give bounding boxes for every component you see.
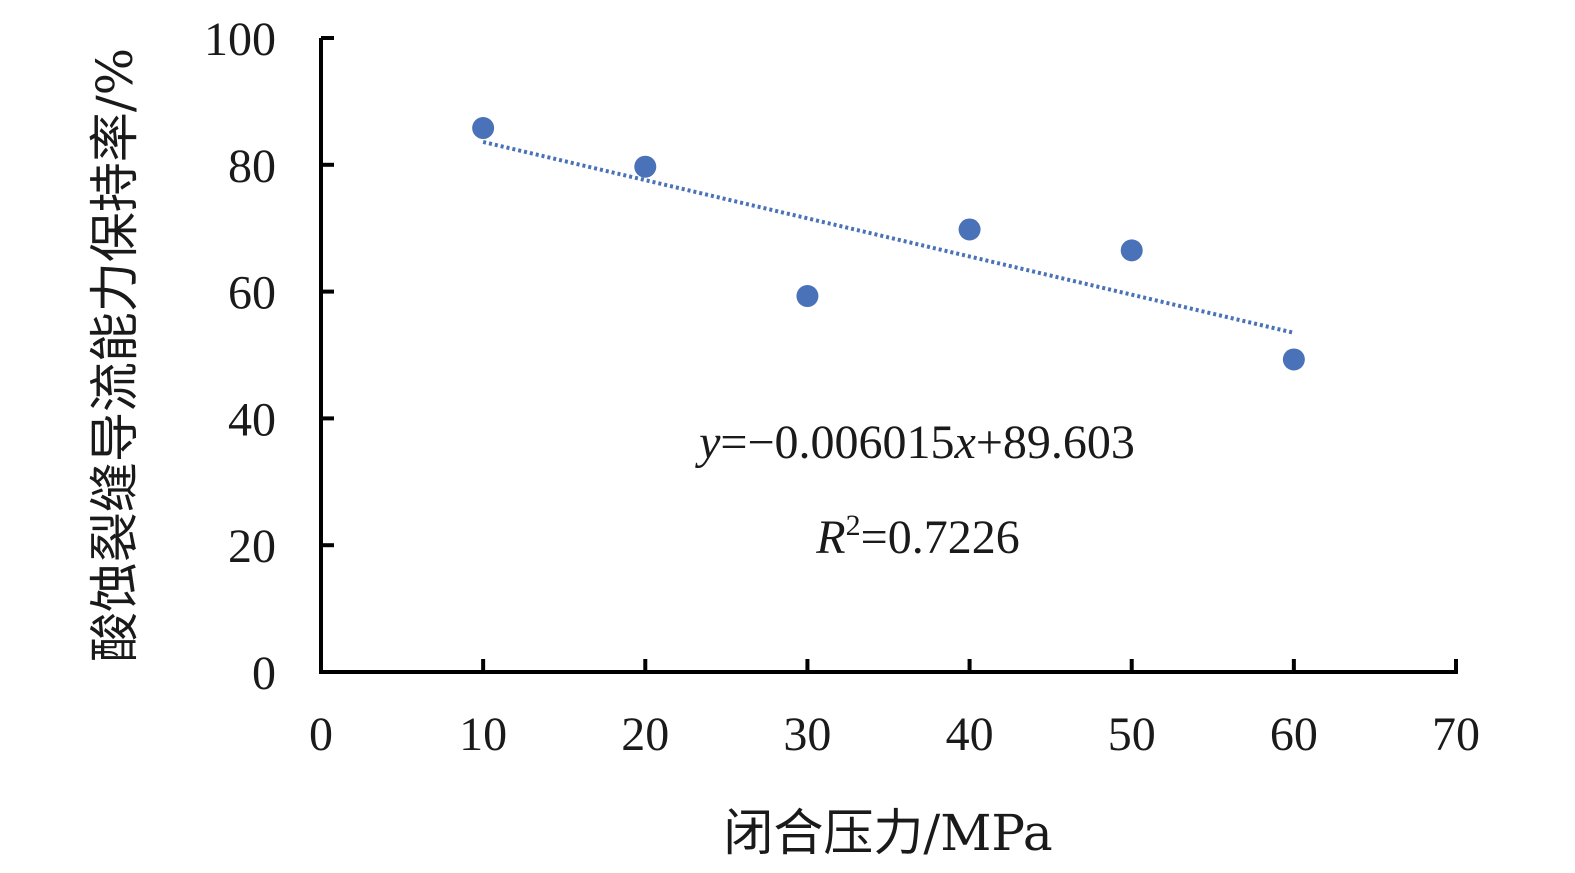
x-tick-label: 30 [783, 708, 831, 761]
x-tick-label: 10 [459, 708, 507, 761]
x-tick-label: 0 [309, 708, 333, 761]
equation-x-var: x [954, 416, 976, 469]
y-tick-label: 60 [228, 267, 276, 320]
x-tick-label: 70 [1432, 708, 1480, 761]
data-point [1282, 348, 1305, 371]
equation-intercept: +89.603 [976, 416, 1135, 469]
y-tick-label: 80 [228, 140, 276, 193]
y-tick-label: 0 [252, 647, 276, 700]
data-point [796, 285, 819, 308]
y-tick-label: 20 [228, 520, 276, 573]
y-tick-label: 100 [204, 13, 276, 66]
equation-slope: =−0.006015 [720, 416, 954, 469]
data-point [634, 155, 657, 178]
equation-y-var: y [694, 416, 721, 469]
x-axis-title: 闭合压力/MPa [723, 804, 1052, 862]
x-axis-ticks: 0 10 20 30 40 50 60 70 [309, 659, 1480, 761]
y-tick-label: 40 [228, 393, 276, 446]
x-tick-label: 50 [1108, 708, 1156, 761]
y-axis-ticks: 0 20 40 60 80 100 [204, 13, 334, 700]
x-tick-label: 20 [621, 708, 669, 761]
regression-equation: y=−0.006015x+89.603 [694, 416, 1135, 469]
data-point [1120, 239, 1143, 262]
data-points [472, 117, 1305, 371]
x-tick-label: 40 [946, 708, 994, 761]
trendline-group [482, 140, 1295, 335]
r-squared-label: R2=0.7226 [815, 509, 1019, 564]
r-squared-value: =0.7226 [861, 511, 1020, 564]
x-tick-label: 60 [1270, 708, 1318, 761]
data-point [472, 117, 495, 140]
y-axis-title: 酸蚀裂缝导流能力保持率/% [86, 48, 144, 662]
r-squared-superscript: 2 [846, 509, 861, 542]
r-squared-var: R [815, 511, 845, 564]
data-point [958, 218, 981, 241]
trendline [482, 140, 1295, 335]
